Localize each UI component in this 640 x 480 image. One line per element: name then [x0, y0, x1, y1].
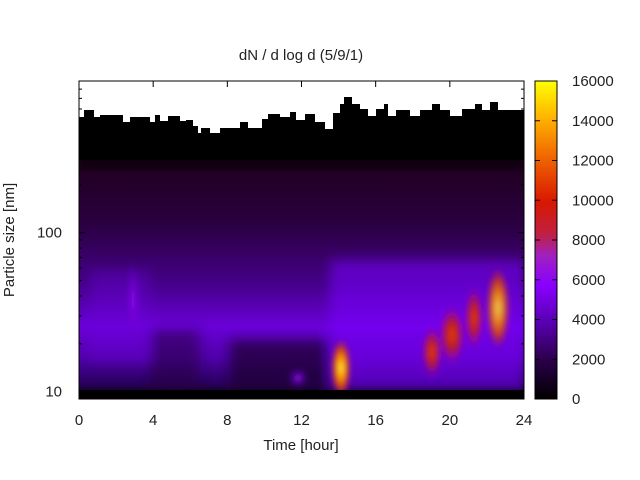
hotspot-14h [331, 338, 351, 398]
chart-title: dN / d log d (5/9/1) [239, 47, 363, 64]
y-axis-label: Particle size [nm] [1, 183, 18, 297]
hotspots [127, 260, 510, 398]
hotspot-morning [127, 260, 139, 340]
top-black-region [79, 97, 524, 160]
dark-band-midday [230, 340, 330, 390]
colorbar-ticks: 0 2000 4000 6000 8000 10000 12000 14000 16000 [535, 73, 614, 408]
colorbar-tick-label: 10000 [572, 192, 614, 209]
enhanced-band-morning [90, 270, 150, 360]
x-tick-label: 8 [223, 412, 231, 429]
hotspot-noon [288, 368, 308, 388]
colorbar-tick-label: 4000 [572, 312, 605, 329]
colorbar-tick-label: 14000 [572, 113, 614, 130]
colorbar-tick-label: 2000 [572, 351, 605, 368]
x-tick-label: 0 [75, 412, 83, 429]
x-tick-label: 24 [516, 412, 533, 429]
colorbar-tick-label: 6000 [572, 272, 605, 289]
colorbar-tick-label: 8000 [572, 232, 605, 249]
colorbar: 0 2000 4000 6000 8000 10000 12000 14000 16000 [534, 73, 614, 408]
x-tick-label: 12 [293, 412, 310, 429]
y-axis: 10 100 [37, 80, 524, 401]
x-tick-label: 20 [441, 412, 458, 429]
hotspot-20h [438, 303, 466, 367]
x-axis-label: Time [hour] [263, 437, 338, 454]
hotspot-21h [464, 284, 484, 352]
hotspot-22h [486, 266, 510, 350]
colorbar-tick-label: 0 [572, 391, 580, 408]
heatmap-area [79, 81, 524, 399]
x-axis: 0 4 8 12 16 20 24 [75, 81, 533, 429]
black-to-purple-fade [79, 152, 524, 170]
dark-band-early [150, 330, 200, 390]
colorbar-tick-label: 16000 [572, 73, 614, 90]
y-tick-label: 100 [37, 225, 62, 242]
x-tick-label: 16 [367, 412, 384, 429]
y-tick-label: 10 [45, 384, 62, 401]
hotspot-19h [421, 324, 443, 380]
colorbar-tick-label: 12000 [572, 153, 614, 170]
x-tick-label: 4 [149, 412, 157, 429]
